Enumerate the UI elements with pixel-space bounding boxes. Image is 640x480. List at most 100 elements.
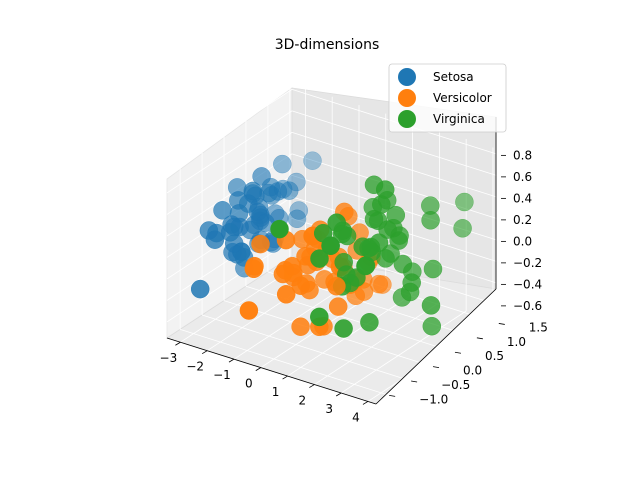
data-point-virginica [353,237,372,256]
legend: Setosa Versicolor Virginica [388,63,507,133]
x-tick-mark [201,350,208,355]
z-gridline-left [166,110,293,194]
legend-marker-virginica [398,110,416,128]
y-tick-mark [498,323,505,325]
data-point-setosa [268,182,288,201]
data-point-setosa [252,167,271,186]
data-point-virginica [369,233,389,252]
data-point-versicolor [327,276,346,296]
data-point-setosa [251,208,270,227]
data-point-virginica [378,220,397,239]
data-point-virginica [334,319,353,338]
y-tick-mark [432,366,440,368]
x-tick-label: 2 [299,394,307,408]
legend-marker-versicolor [398,89,416,107]
y-gridline-floor [180,328,390,396]
x-tick-mark [228,358,235,363]
data-point-virginica [423,259,443,279]
data-point-setosa [273,154,292,174]
legend-label-versicolor: Versicolor [433,91,492,105]
x-tick-mark [255,367,261,371]
x-tick-mark [309,384,315,388]
x-tick-label: −1 [213,368,231,382]
data-points [190,151,474,338]
data-point-virginica [356,256,376,275]
z-gridline-right [291,131,502,199]
x-tick-label: 0 [245,377,253,391]
x-gridline-floor [367,319,494,402]
data-point-virginica [421,296,441,315]
z-tick-label: 0.8 [513,148,532,162]
data-point-virginica [313,223,333,243]
data-point-virginica [310,249,329,268]
data-point-setosa [190,279,210,299]
tick-marks-and-labels: −3−2−101234−1.0−0.50.00.51.01.5−0.6−0.4−… [160,148,548,424]
y-tick-label: 0.0 [463,364,482,378]
data-point-setosa [243,181,263,201]
data-point-versicolor [276,285,296,304]
data-point-virginica [422,316,442,336]
z-gridline-left [166,153,293,237]
x-tick-mark [282,375,288,380]
data-point-setosa [303,151,322,170]
z-tick-label: −0.2 [513,256,542,270]
data-point-virginica [389,231,408,250]
data-point-virginica [360,313,379,332]
data-point-versicolor [328,297,348,316]
data-point-setosa [287,209,307,229]
x-tick-label: 3 [325,402,333,416]
data-point-virginica [455,192,474,212]
y-tick-label: 0.5 [485,349,504,363]
y-tick-mark [389,394,396,397]
y-gridline-floor [201,314,412,382]
data-point-versicolor [283,256,302,276]
y-tick-label: 1.0 [507,335,526,349]
data-point-setosa [205,230,225,249]
z-tick-label: 0.0 [513,234,532,248]
data-point-virginica [310,307,329,327]
data-point-versicolor [291,276,310,295]
x-tick-mark [362,401,369,405]
x-tick-mark [335,392,342,397]
z-tick-label: −0.4 [513,277,542,291]
y-tick-label: −0.5 [441,378,470,392]
y-tick-label: −1.0 [419,392,448,406]
data-point-versicolor [251,234,270,254]
data-point-virginica [421,211,440,230]
data-point-virginica [270,219,289,239]
data-point-versicolor [239,301,259,320]
z-tick-label: 0.2 [513,213,532,227]
data-point-virginica [327,213,346,232]
z-tick-label: 0.4 [513,191,532,205]
y-gridline-floor [289,257,499,324]
data-point-versicolor [245,256,264,276]
data-point-virginica [375,180,395,199]
legend-marker-setosa [398,68,416,86]
x-tick-label: 1 [272,385,280,399]
legend-label-virginica: Virginica [433,112,485,126]
x-tick-label: 4 [352,410,360,424]
y-tick-mark [476,337,483,340]
data-point-virginica [386,205,406,225]
z-gridline-left [166,89,293,172]
x-tick-label: −3 [160,351,178,365]
data-point-virginica [393,254,413,274]
z-tick-label: −0.6 [513,299,542,313]
x-gridline-floor [340,310,467,394]
x-tick-mark [175,341,181,346]
y-tick-label: 1.5 [529,320,548,334]
chart-title: 3D-dimensions [275,37,380,53]
data-point-virginica [453,219,472,238]
y-tick-mark [454,351,462,354]
x-tick-label: −2 [186,360,204,374]
data-point-versicolor [369,274,389,294]
legend-box [388,63,507,133]
legend-label-setosa: Setosa [433,70,474,84]
z-gridline-left [166,239,293,323]
data-point-versicolor [291,317,310,336]
data-point-virginica [364,209,384,229]
x-gridline-floor [314,302,440,385]
y-axis-line [375,288,497,405]
z-gridline-left [166,132,293,215]
